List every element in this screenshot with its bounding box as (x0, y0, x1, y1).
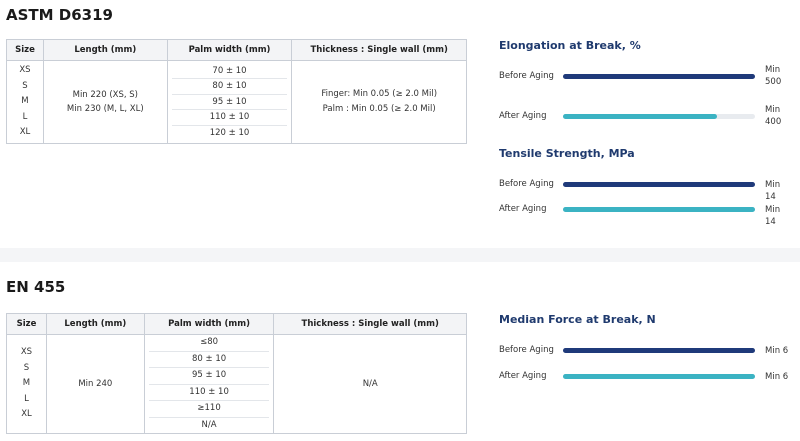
bar-label: After Aging (499, 371, 547, 381)
length-cell: Min 240 (45, 334, 145, 434)
bar-row-before-aging: Before Aging Min 500 (499, 64, 789, 90)
thickness-cell: Finger: Min 0.05 (≥ 2.0 Mil) (321, 89, 438, 99)
bar-row-after-aging: After Aging Min 14 (499, 197, 789, 227)
bar-row-before-aging: Before Aging Min 6 (499, 338, 789, 364)
size-cell: XL (19, 127, 31, 138)
en-section: EN 455 Size Length (mm) Palm width (mm) … (0, 262, 800, 441)
palm-width-cell: 70 ± 10 (171, 64, 288, 80)
bar-label: Before Aging (499, 179, 554, 189)
palm-width-cell: 95 ± 10 (148, 368, 270, 385)
en-title: EN 455 (6, 278, 66, 296)
bar-value: Min 400 (765, 104, 793, 128)
palm-width-cell: 95 ± 10 (171, 95, 288, 111)
palm-width-cell: ≤80 (148, 335, 270, 352)
table-header-thickness: Thickness : Single wall (mm) (291, 39, 467, 61)
bar-value-line1: Min (765, 105, 781, 115)
size-cell: XL (21, 409, 32, 420)
bar-value-line1: Min (765, 65, 781, 75)
palm-width-cell: 110 ± 10 (171, 110, 288, 126)
chart-title: Median Force at Break, N (499, 313, 656, 326)
astm-section: ASTM D6319 Size Length (mm) Palm width (… (6, 6, 789, 227)
bar-fill (563, 114, 717, 119)
table-header-size: Size (6, 313, 47, 335)
bar-label: Before Aging (499, 71, 554, 81)
bar-track (563, 182, 755, 187)
tensile-strength-chart: Tensile Strength, MPa Before Aging Min 1… (499, 147, 789, 227)
palm-width-cell: N/A (201, 419, 217, 430)
bar-track (563, 114, 755, 119)
bar-label: Before Aging (499, 345, 554, 355)
size-cell: S (22, 80, 28, 91)
size-cell: S (23, 362, 30, 373)
bar-value: Min 6 (765, 372, 789, 382)
size-cell: XS (20, 347, 33, 358)
astm-title: ASTM D6319 (6, 6, 113, 24)
table-header-size: Size (6, 39, 44, 61)
bar-value: Min 6 (765, 346, 789, 356)
astm-spec-table: Size Length (mm) Palm width (mm) Thickne… (6, 39, 467, 144)
palm-width-cell: ≥110 (148, 401, 270, 418)
thickness-cell: N/A (273, 334, 467, 434)
size-cell: M (22, 378, 31, 389)
size-cell: XS (19, 65, 31, 76)
thickness-column: Finger: Min 0.05 (≥ 2.0 Mil) Palm : Min … (291, 60, 467, 144)
bar-fill (563, 207, 755, 212)
bar-track (563, 74, 755, 79)
size-cell: L (22, 111, 28, 122)
table-header-palm-width: Palm width (mm) (143, 313, 275, 335)
palm-width-cell: 110 ± 10 (148, 385, 270, 401)
palm-width-column: ≤80 80 ± 10 95 ± 10 110 ± 10 ≥110 N/A (143, 334, 275, 434)
thickness-cell: Palm : Min 0.05 (≥ 2.0 Mil) (322, 104, 436, 114)
size-column: XS S M L XL (6, 60, 44, 144)
bar-fill (563, 348, 755, 353)
bar-label: After Aging (499, 111, 547, 121)
palm-width-cell: 80 ± 10 (171, 79, 288, 95)
palm-width-cell: 80 ± 10 (148, 352, 270, 368)
bar-fill (563, 374, 755, 379)
palm-width-column: 70 ± 10 80 ± 10 95 ± 10 110 ± 10 120 ± 1… (166, 60, 293, 144)
median-force-chart: Median Force at Break, N Before Aging Mi… (499, 313, 789, 390)
bar-fill (563, 182, 755, 187)
table-header-length: Length (mm) (45, 313, 145, 335)
table-header-thickness: Thickness : Single wall (mm) (273, 313, 467, 335)
elongation-chart: Elongation at Break, % Before Aging Min 5… (499, 39, 789, 130)
chart-title: Tensile Strength, MPa (499, 147, 635, 160)
table-header-palm-width: Palm width (mm) (166, 39, 293, 61)
bar-track (563, 207, 755, 212)
size-column: XS S M L XL (6, 334, 47, 434)
length-cell: Min 220 (XS, S) (72, 90, 138, 100)
bar-value: Min 500 (765, 64, 793, 88)
bar-value: Min 14 (765, 180, 781, 202)
bar-row-before-aging: Before Aging Min 14 (499, 172, 789, 202)
bar-row-after-aging: After Aging Min 400 (499, 104, 789, 130)
section-divider (0, 248, 800, 262)
bar-track (563, 348, 755, 353)
bar-label: After Aging (499, 204, 547, 214)
bar-track (563, 374, 755, 379)
en-spec-table: Size Length (mm) Palm width (mm) Thickne… (6, 313, 467, 434)
bar-value: Min 14 (765, 205, 781, 227)
table-header-length: Length (mm) (42, 39, 168, 61)
palm-width-cell: 120 ± 10 (209, 127, 250, 138)
length-cell: Min 230 (M, L, XL) (66, 104, 144, 114)
bar-value-line2: 400 (765, 117, 782, 127)
bar-row-after-aging: After Aging Min 6 (499, 364, 789, 390)
bar-fill (563, 74, 755, 79)
length-column: Min 220 (XS, S) Min 230 (M, L, XL) (42, 60, 168, 144)
size-cell: L (24, 393, 29, 404)
chart-title: Elongation at Break, % (499, 39, 641, 52)
bar-value-line2: 500 (765, 77, 782, 87)
size-cell: M (21, 96, 29, 107)
